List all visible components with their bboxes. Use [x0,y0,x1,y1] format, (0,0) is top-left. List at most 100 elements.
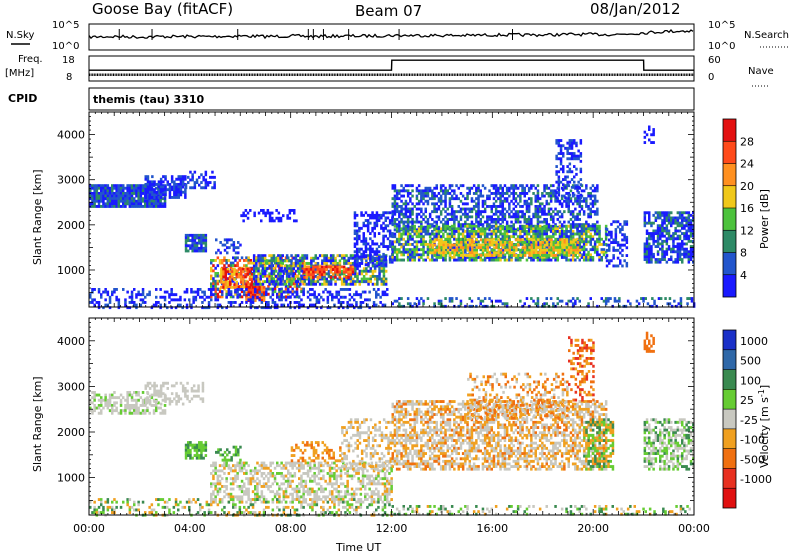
range-cell [495,195,498,198]
range-cell [306,254,309,257]
range-cell [309,293,312,296]
range-cell [445,244,448,247]
range-cell [497,215,500,218]
range-cell [400,243,403,246]
range-cell [301,259,304,262]
range-cell [213,176,216,179]
range-cell [113,202,116,205]
range-cell [594,227,597,230]
range-cell [299,278,302,281]
range-cell [109,192,112,195]
range-cell [271,262,274,265]
range-cell [558,181,561,184]
range-cell [663,214,666,217]
range-cell [247,262,250,265]
range-cell [626,239,629,242]
range-cell [576,233,579,236]
range-cell [198,247,201,250]
range-cell [466,233,469,236]
range-cell [238,268,241,271]
range-cell [93,200,96,203]
range-cell [572,225,575,228]
range-cell [679,222,682,225]
range-cell [433,210,436,213]
range-cell [648,222,651,225]
range-cell [280,296,283,299]
range-cell [539,230,542,233]
range-cell [539,210,542,213]
range-cell [237,246,240,249]
range-cell [173,186,176,189]
range-cell [407,259,410,262]
range-cell [267,209,270,212]
range-cell [674,237,677,240]
range-cell [332,262,335,265]
range-cell [297,270,300,273]
range-cell [380,214,383,217]
range-cell [409,238,412,241]
range-cell [563,200,566,203]
range-cell [407,208,410,211]
range-cell [219,259,222,262]
range-cell [581,227,584,230]
range-cell [546,218,549,221]
range-cell [145,193,148,196]
range-cell [471,210,474,213]
range-cell [285,291,288,294]
range-cell [225,268,228,271]
range-cell [271,265,274,268]
range-cell [559,249,562,252]
range-cell [418,192,421,195]
range-cell [350,278,353,281]
range-cell [497,218,500,221]
range-cell [587,192,590,195]
range-cell [612,239,615,242]
range-cell [596,225,599,228]
range-cell [124,202,127,205]
range-cell [365,263,368,266]
range-cell [659,237,662,240]
range-cell [133,197,136,200]
range-cell [274,290,277,293]
range-cell [510,221,513,224]
range-cell [585,202,588,205]
range-cell [601,259,604,262]
range-cell [160,178,163,181]
range-cell [195,298,198,301]
range-cell [318,298,321,301]
range-cell [396,240,399,243]
range-cell [411,202,414,205]
range-cell [229,270,232,273]
range-cell [650,258,653,261]
range-cell [564,238,567,241]
range-cell [420,238,423,241]
range-cell [661,250,664,253]
range-cell [233,278,236,281]
range-cell [681,232,684,235]
range-cell [262,272,265,275]
range-cell [579,225,582,228]
range-cell [447,235,450,238]
range-cell [394,248,397,251]
range-cell [553,241,556,244]
range-cell [93,205,96,208]
range-cell [371,250,374,253]
range-cell [541,221,544,224]
range-cell [111,200,114,203]
range-cell [460,233,463,236]
range-cell [104,291,107,294]
range-cell [275,270,278,273]
range-cell [484,210,487,213]
range-cell [528,226,531,229]
range-cell [287,291,290,294]
range-cell [380,243,383,246]
range-cell [652,214,655,217]
range-cell [444,187,447,190]
range-cell [447,249,450,252]
range-cell [262,212,265,215]
range-cell [663,222,666,225]
range-cell [451,233,454,236]
range-cell [398,221,401,224]
range-cell [264,214,267,217]
range-cell [170,291,173,294]
